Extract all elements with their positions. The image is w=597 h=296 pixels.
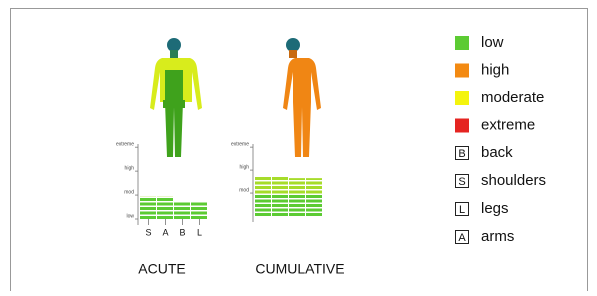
bar-stripe: [157, 207, 173, 210]
bar-stripe: [174, 216, 190, 219]
bar-stripe: [157, 198, 173, 201]
legend-swatch: [455, 36, 469, 50]
bar-stripe: [289, 191, 305, 194]
bar-stripe: [255, 182, 271, 185]
legend-swatch: [455, 91, 469, 105]
bar-stripe: [289, 200, 305, 203]
bar-stripe: [289, 178, 305, 180]
bar-stripe: [191, 212, 207, 215]
tick-label: mod: [239, 187, 249, 193]
bar-stripe: [306, 186, 322, 189]
legend-swatch: [455, 64, 469, 78]
charts: low mod high extreme S A B L ACUTE mod high extreme…: [116, 141, 345, 276]
key-label: arms: [481, 228, 514, 245]
bar-stripe: [157, 203, 173, 206]
tick-label: high: [125, 165, 135, 171]
bar-stripe: [255, 195, 271, 198]
bar-stripe: [255, 186, 271, 189]
bar-stripe: [306, 191, 322, 194]
key-label: back: [481, 144, 513, 161]
bar-stripe: [306, 178, 322, 180]
bar: [174, 203, 190, 220]
bar-stripe: [272, 200, 288, 203]
tick-label: low: [126, 213, 134, 219]
bar-stripe: [306, 182, 322, 185]
key-letter: S: [458, 176, 465, 188]
bar-stripe: [306, 200, 322, 203]
legend-label: high: [481, 61, 509, 78]
acute-figure: [150, 38, 202, 157]
caption: CUMULATIVE: [255, 261, 344, 277]
bar-stripe: [255, 191, 271, 194]
caption: ACUTE: [138, 261, 185, 277]
bar-stripe: [191, 203, 207, 206]
cumulative-figure: [277, 38, 321, 157]
bar-stripe: [272, 191, 288, 194]
bar-stripe: [157, 216, 173, 219]
bar-stripe: [289, 204, 305, 207]
bar-stripe: [272, 186, 288, 189]
bar-stripe: [289, 195, 305, 198]
key-letter: A: [458, 232, 466, 244]
bar-stripe: [140, 216, 156, 219]
legend-label: extreme: [481, 116, 535, 133]
bar: [289, 178, 305, 216]
bar-stripe: [255, 213, 271, 216]
key-letter: B: [458, 148, 465, 160]
bar-stripe: [306, 213, 322, 216]
bar-stripe: [255, 200, 271, 203]
key-label: legs: [481, 200, 509, 217]
screen: low mod high extreme S A B L ACUTE mod high extreme…: [0, 0, 597, 291]
bar: [306, 178, 322, 216]
bar-stripe: [174, 212, 190, 215]
key-label: shoulders: [481, 172, 546, 189]
bar: [191, 203, 207, 220]
bar-stripe: [191, 207, 207, 210]
bar-stripe: [272, 213, 288, 216]
bar-stripe: [306, 195, 322, 198]
bar-stripe: [140, 203, 156, 206]
bar-stripe: [289, 213, 305, 216]
category-label: L: [197, 227, 202, 237]
bar-stripe: [272, 195, 288, 198]
bar-stripe: [306, 204, 322, 207]
legend-label: moderate: [481, 89, 544, 106]
bar-stripe: [140, 198, 156, 201]
bar-stripe: [157, 212, 173, 215]
bar-stripe: [140, 207, 156, 210]
bar: [255, 177, 271, 216]
bar-stripe: [255, 204, 271, 207]
legend-label: low: [481, 34, 504, 51]
bar-stripe: [255, 177, 271, 180]
bar-stripe: [191, 216, 207, 219]
bar-stripe: [140, 212, 156, 215]
category-label: A: [162, 227, 168, 237]
bar-stripe: [272, 182, 288, 185]
bar: [157, 196, 173, 219]
bar-stripe: [289, 182, 305, 185]
bar-stripe: [289, 186, 305, 189]
legend-swatch: [455, 119, 469, 133]
bar-stripe: [272, 177, 288, 180]
tick-label: mod: [124, 189, 134, 195]
tick-label: high: [240, 164, 250, 170]
bar-stripe: [174, 203, 190, 206]
bar: [140, 196, 156, 219]
bar-stripe: [289, 209, 305, 212]
bar-stripe: [306, 209, 322, 212]
category-label: S: [145, 227, 151, 237]
bar-stripe: [272, 209, 288, 212]
key-letter: L: [459, 204, 465, 216]
category-label: B: [179, 227, 185, 237]
bar-stripe: [255, 209, 271, 212]
tick-label: extreme: [231, 141, 249, 147]
bar-stripe: [272, 204, 288, 207]
tick-label: extreme: [116, 142, 134, 148]
bar: [272, 177, 288, 216]
bar-stripe: [174, 207, 190, 210]
